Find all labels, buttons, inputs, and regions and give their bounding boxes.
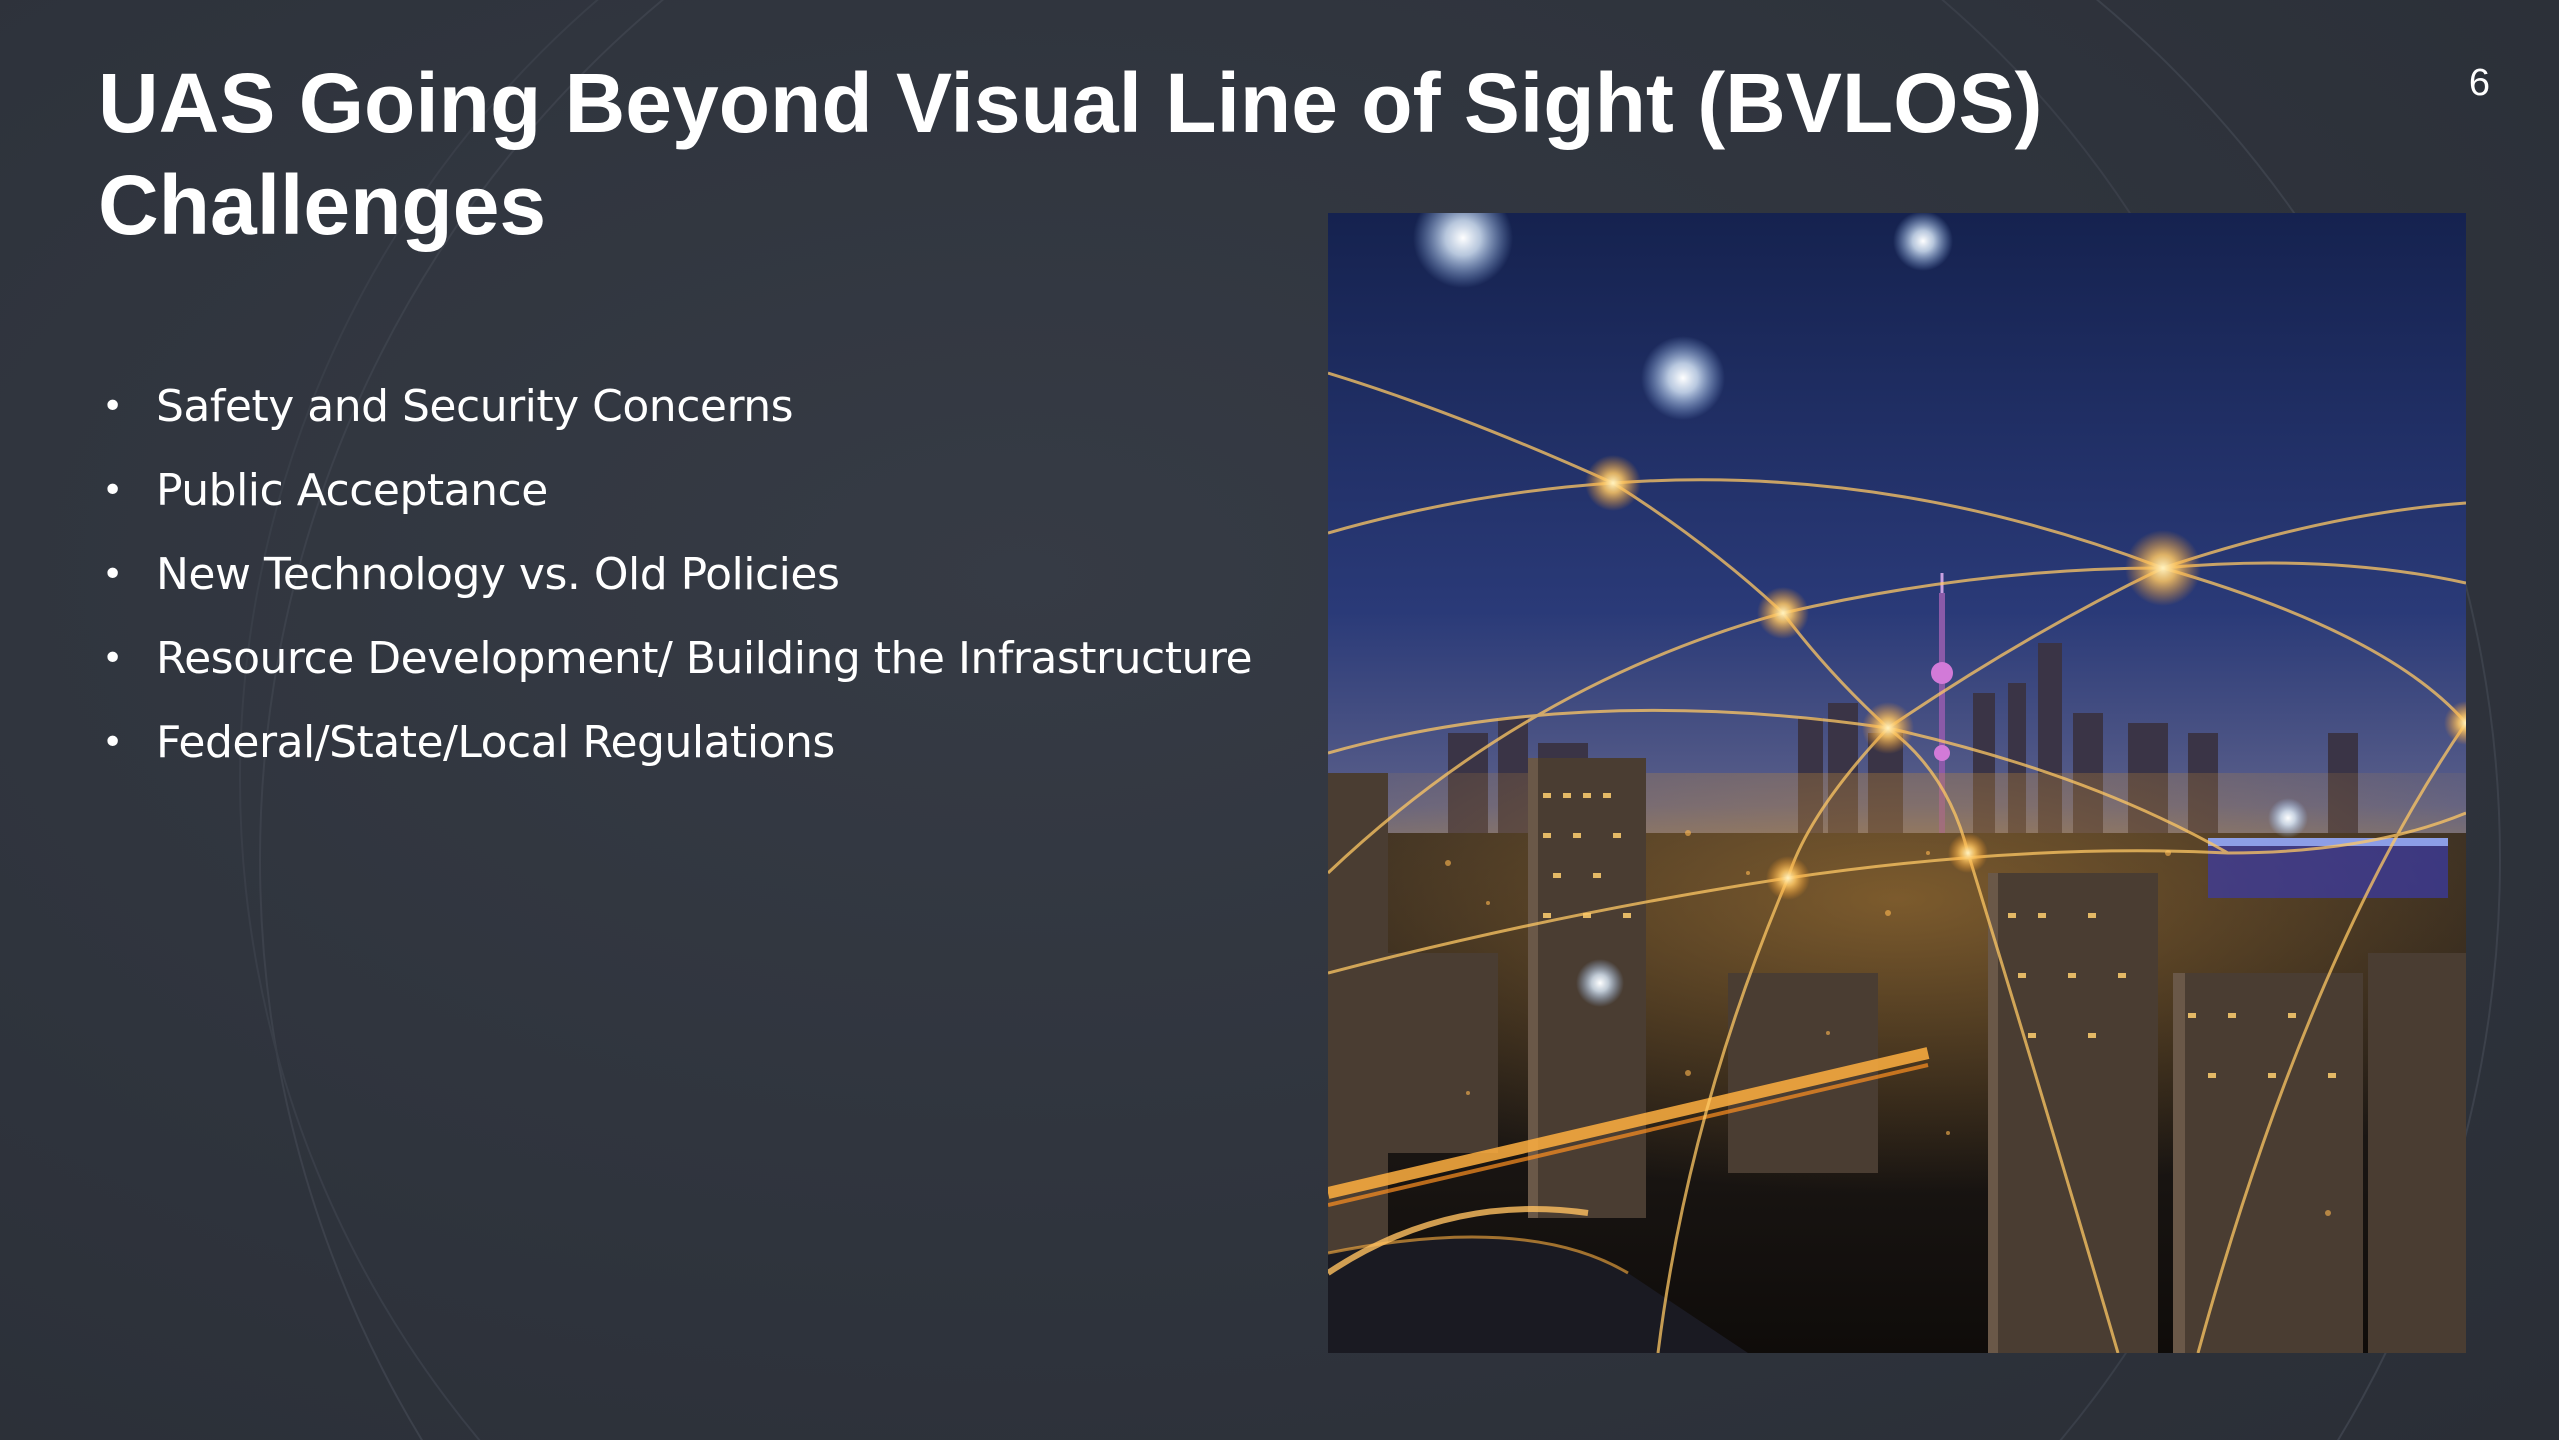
bullet-item: • Resource Development/ Building the Infr… — [98, 617, 1253, 701]
bullet-text: New Technology vs. Old Policies — [156, 549, 840, 600]
slide-title-line-2: Challenges — [98, 158, 547, 252]
page-number: 6 — [2468, 62, 2490, 104]
bullet-item: • New Technology vs. Old Policies — [98, 533, 1252, 617]
bullet-text: Resource Development/ Building the Infra… — [156, 633, 1253, 684]
slide-title-line-1: UAS Going Beyond Visual Line of Sight (B… — [98, 56, 2043, 150]
bullet-icon: • — [102, 554, 123, 595]
bullet-item: • Federal/State/Local Regulations — [98, 701, 1252, 785]
slide-title: UAS Going Beyond Visual Line of Sight (B… — [98, 52, 2098, 256]
bullet-text: Federal/State/Local Regulations — [156, 717, 835, 768]
connected-city-night-photo — [1328, 213, 2466, 1353]
bullet-list: • Safety and Security Concerns • Public Ac… — [98, 365, 1253, 785]
bullet-icon: • — [102, 470, 123, 511]
bullet-text: Safety and Security Concerns — [156, 381, 794, 432]
bullet-icon: • — [102, 386, 123, 427]
bullet-item: • Safety and Security Concerns — [98, 365, 1252, 449]
bullet-icon: • — [102, 638, 123, 679]
bullet-icon: • — [102, 722, 123, 763]
bullet-text: Public Acceptance — [156, 465, 548, 516]
bullet-item: • Public Acceptance — [98, 449, 1252, 533]
